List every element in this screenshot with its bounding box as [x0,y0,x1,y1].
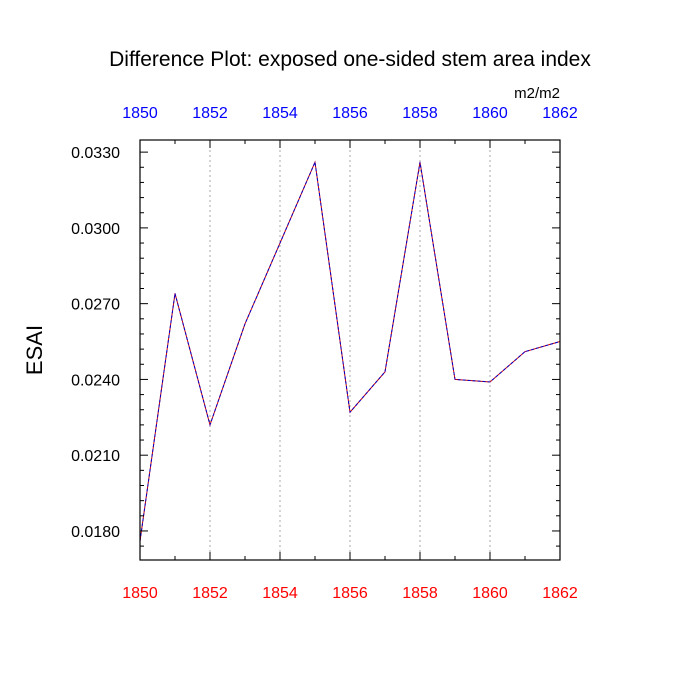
x-tick-label: 1852 [192,585,228,602]
grid-lines [209,140,491,560]
chart-title: Difference Plot: exposed one-sided stem … [109,48,591,71]
data-point [174,292,176,295]
data-point [489,381,491,383]
x-tick-label: 1858 [402,585,438,602]
y-tick-label: 0.0300 [71,221,120,238]
units-label: m2/m2 [514,85,560,102]
x-tick-label: 1862 [542,585,578,602]
tick-labels: 1850 1852 1854 1856 1858 1860 1862 1850 1852 1854… [71,105,578,602]
data-point [454,378,456,381]
top-axis-tick-label: 1858 [402,105,438,122]
y-tick-label: 0.0180 [71,524,120,541]
top-axis-tick-label: 1860 [472,105,508,122]
y-axis-label: ESAI [22,325,47,375]
top-axis-tick-label: 1862 [542,105,578,122]
data-point [244,323,246,325]
data-point [419,161,421,163]
top-axis-tick-label: 1856 [332,105,368,122]
top-axis-tick-label: 1852 [192,105,228,122]
data-point [279,242,281,244]
x-tick-label: 1856 [332,585,368,602]
data-point [314,161,316,163]
data-point [349,411,351,413]
data-point [209,424,211,426]
x-tick-label: 1860 [472,585,508,602]
top-axis-tick-label: 1850 [122,105,158,122]
data-series [139,160,561,542]
y-tick-label: 0.0330 [71,145,120,162]
y-tick-label: 0.0270 [71,297,120,314]
data-point [384,371,386,373]
y-tick-label: 0.0240 [71,372,120,389]
top-axis-tick-label: 1854 [262,105,298,122]
x-tick-label: 1854 [262,585,298,602]
y-tick-label: 0.0210 [71,448,120,465]
x-tick-label: 1850 [122,585,158,602]
axis-ticks [139,140,561,560]
data-point [524,351,526,353]
